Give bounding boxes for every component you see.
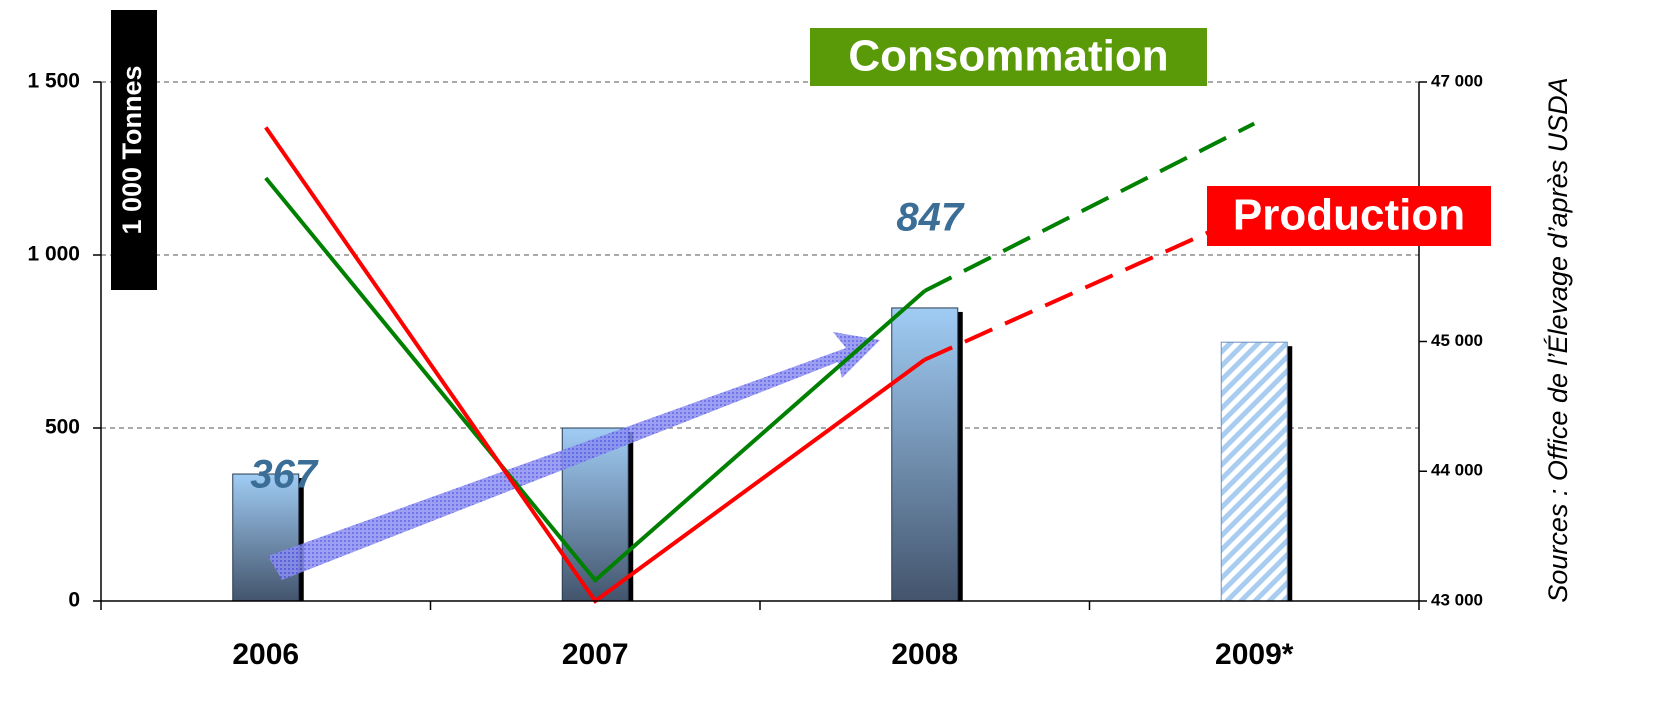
y2-tick-label: 45 000 xyxy=(1431,331,1483,350)
trend-arrow xyxy=(268,332,880,580)
y2-tick-label: 47 000 xyxy=(1431,71,1483,90)
value-label: 847 xyxy=(896,196,964,240)
legend-label: Consommation xyxy=(848,32,1168,81)
y-tick-label: 500 xyxy=(45,416,80,439)
x-tick-label: 2006 xyxy=(232,638,299,671)
y-tick-label: 0 xyxy=(68,589,80,612)
value-label: 367 xyxy=(250,453,318,497)
y2-tick-label: 44 000 xyxy=(1431,461,1483,480)
line-projection xyxy=(923,209,1256,362)
x-tick-label: 2009* xyxy=(1215,638,1294,671)
x-tick-label: 2007 xyxy=(562,638,629,671)
y-axis-label: 1 000 Tonnes xyxy=(117,65,147,234)
x-tick-label: 2008 xyxy=(891,638,958,671)
bars xyxy=(232,307,1293,602)
y-tick-label: 1 500 xyxy=(27,70,80,93)
y2-tick-label: 43 000 xyxy=(1431,590,1483,609)
legend-box xyxy=(810,28,1207,86)
source: Sources : Office de l’Élevage d’après US… xyxy=(1543,77,1573,602)
line-projection xyxy=(923,121,1256,293)
bar xyxy=(891,307,959,602)
y-axis-label-box xyxy=(111,10,157,290)
lines xyxy=(264,121,1256,604)
legend-box xyxy=(1207,186,1491,246)
bar xyxy=(1220,341,1288,602)
line xyxy=(264,176,927,584)
y-tick-label: 1 000 xyxy=(27,243,80,266)
legend-label: Production xyxy=(1233,191,1465,240)
